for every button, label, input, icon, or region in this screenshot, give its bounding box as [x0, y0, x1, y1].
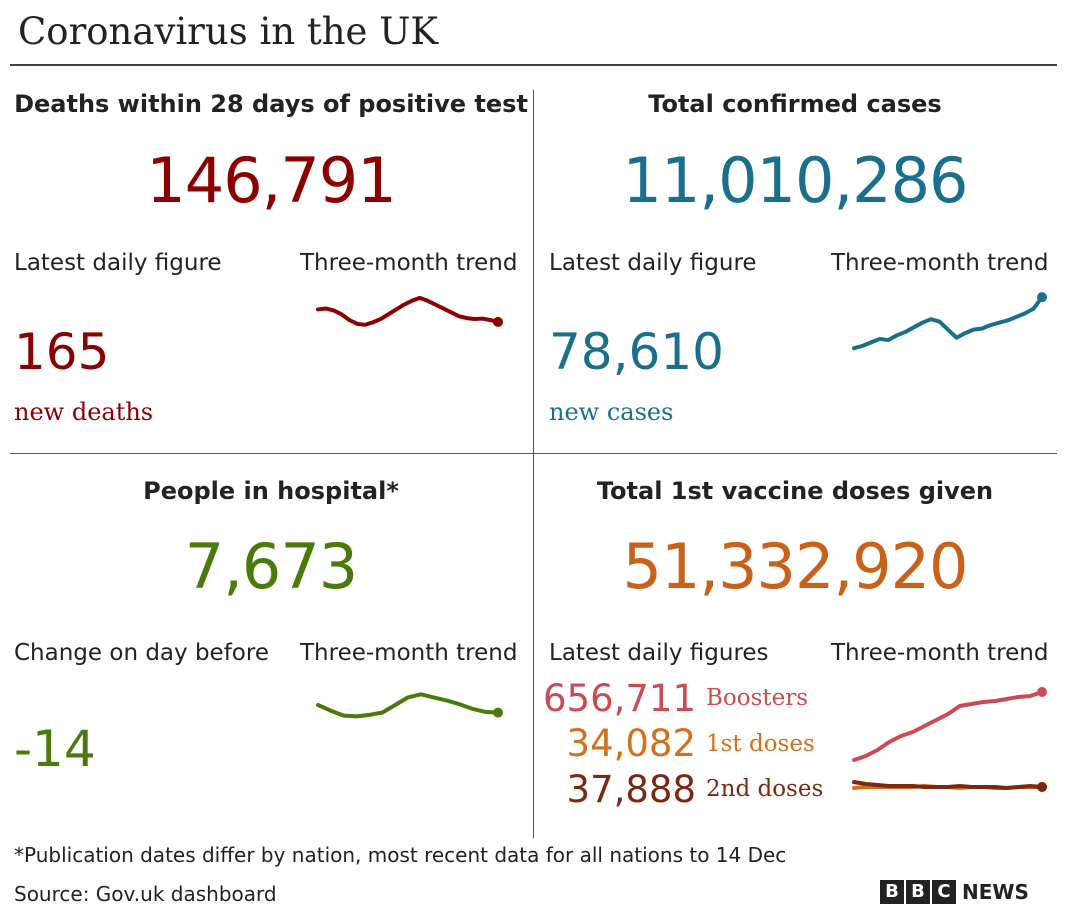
cases-heading: Total confirmed cases — [648, 90, 942, 118]
cases-end-point — [1037, 292, 1047, 303]
deaths-trend-label: Three-month trend — [300, 250, 518, 276]
deaths-end-point — [493, 316, 503, 327]
boosters-trend-line — [852, 690, 1044, 762]
boosters-end-point — [1037, 687, 1047, 697]
footnote: *Publication dates differ by nation, mos… — [14, 843, 787, 867]
second-doses-value: 37,888 — [566, 768, 696, 811]
vertical-divider — [533, 90, 534, 838]
hospital-total: 7,673 — [184, 530, 359, 603]
deaths-daily-unit: new deaths — [14, 398, 154, 426]
deaths-daily-value: 165 — [14, 323, 110, 381]
page-title: Coronavirus in the UK — [18, 10, 439, 53]
cases-total: 11,010,286 — [622, 144, 969, 217]
vaccine-trend-label: Three-month trend — [831, 640, 1049, 666]
cases-trend-label: Three-month trend — [831, 250, 1049, 276]
bbc-letter-c: C — [932, 880, 956, 904]
hospital-daily-value: -14 — [14, 720, 96, 778]
bbc-news-logo: B B C NEWS — [880, 880, 1029, 904]
cases-trend-line — [852, 295, 1044, 351]
deaths-total: 146,791 — [146, 144, 396, 217]
title-divider — [10, 64, 1057, 66]
hospital-trend-chart — [316, 692, 503, 719]
vaccine-trend-chart — [852, 687, 1047, 792]
bbc-letter-b2: B — [906, 880, 930, 904]
deaths-trend-line — [316, 295, 500, 327]
boosters-value: 656,711 — [542, 677, 696, 720]
deaths-daily-label: Latest daily figure — [14, 250, 222, 276]
horizontal-divider — [10, 453, 1057, 454]
deaths-heading: Deaths within 28 days of positive test — [14, 90, 528, 118]
hospital-trend-line — [316, 692, 500, 719]
2nd-doses-end-point — [1037, 782, 1047, 792]
cases-trend-chart — [852, 292, 1047, 351]
hospital-heading: People in hospital* — [143, 477, 399, 505]
deaths-trend-chart — [316, 295, 503, 327]
hospital-trend-label: Three-month trend — [300, 640, 518, 666]
cases-daily-label: Latest daily figure — [549, 250, 757, 276]
vaccine-heading: Total 1st vaccine doses given — [596, 477, 994, 505]
vaccine-total: 51,332,920 — [622, 530, 969, 603]
vaccine-daily-label: Latest daily figures — [549, 640, 769, 666]
bbc-letter-b1: B — [880, 880, 904, 904]
hospital-end-point — [493, 707, 503, 718]
first-doses-value: 34,082 — [566, 722, 696, 765]
boosters-label: Boosters — [706, 685, 809, 711]
second-doses-label: 2nd doses — [706, 776, 824, 802]
first-doses-label: 1st doses — [706, 731, 815, 757]
2nd-doses-trend-line — [852, 780, 1044, 790]
hospital-daily-label: Change on day before — [14, 640, 269, 666]
news-wordmark: NEWS — [962, 880, 1029, 904]
cases-daily-unit: new cases — [549, 398, 674, 426]
cases-daily-value: 78,610 — [549, 323, 724, 381]
source-label: Source: Gov.uk dashboard — [14, 882, 277, 906]
